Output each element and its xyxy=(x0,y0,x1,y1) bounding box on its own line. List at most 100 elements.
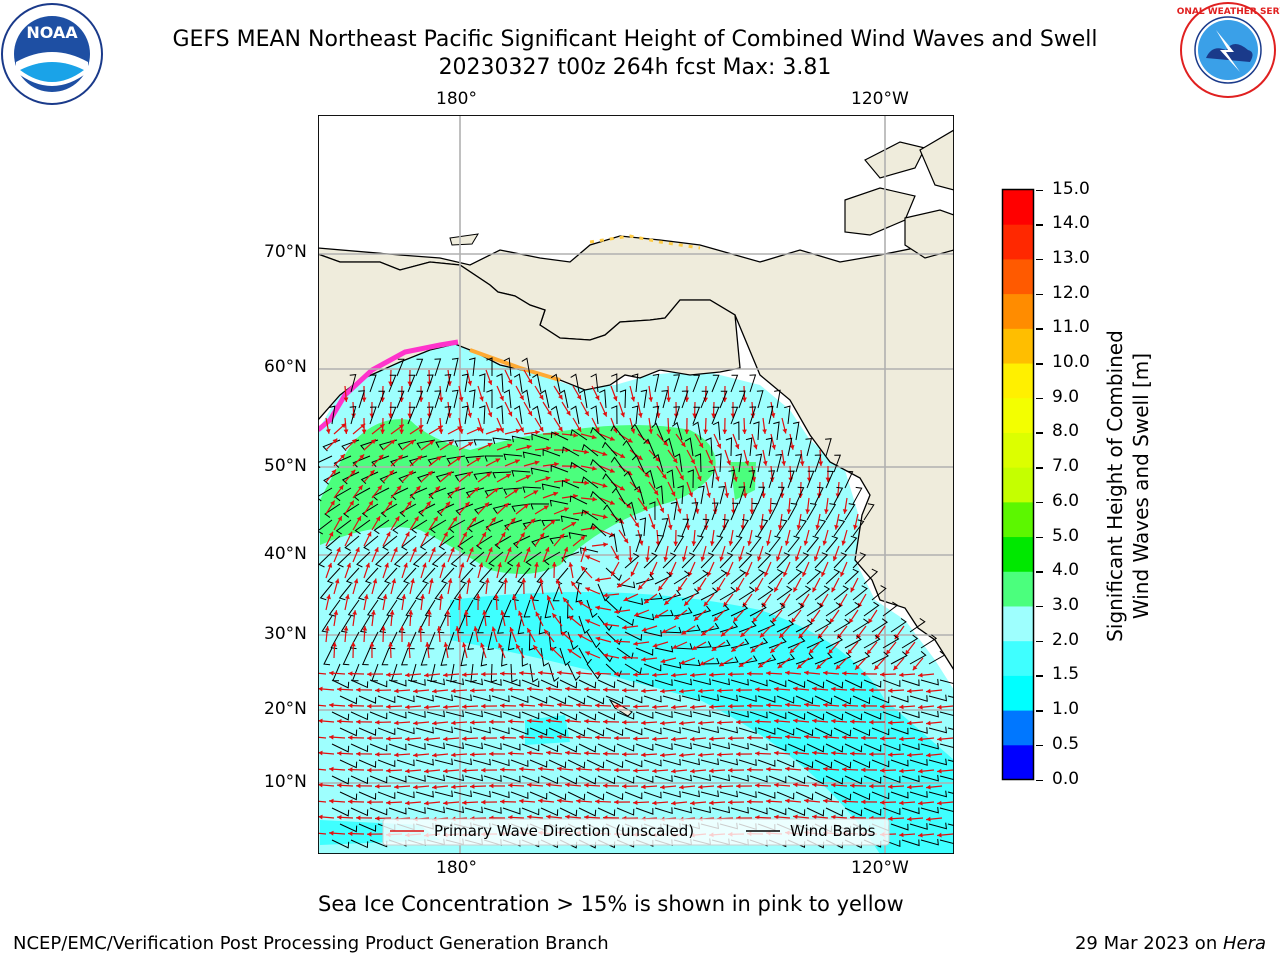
wave-arrow-head xyxy=(479,428,484,434)
wind-barb xyxy=(730,775,749,782)
wind-barb xyxy=(776,727,795,736)
wind-barb xyxy=(472,694,491,702)
colorbar-tick-label: 8.0 xyxy=(1052,421,1080,442)
wave-arrow-head xyxy=(740,632,746,637)
wave-arrow-head xyxy=(529,594,535,600)
wave-arrow-head xyxy=(433,516,438,522)
wind-barb xyxy=(491,759,510,767)
wave-arrow-head xyxy=(645,557,650,562)
wave-arrow-head xyxy=(595,703,600,708)
wind-barb xyxy=(453,726,472,734)
wind-barb xyxy=(410,519,428,534)
wind-barb xyxy=(331,807,350,817)
wind-barb xyxy=(417,615,428,634)
wind-barb xyxy=(662,661,682,669)
wave-arrow-head xyxy=(538,766,543,772)
noaa-logo-text: NOAA xyxy=(26,23,78,42)
wind-barb xyxy=(570,461,588,473)
wave-arrow-head xyxy=(375,688,380,693)
wave-arrow-head xyxy=(652,672,657,678)
wind-barb xyxy=(825,743,844,753)
wind-barb xyxy=(749,374,757,393)
wave-arrow-head xyxy=(671,800,676,806)
wave-arrow-head xyxy=(367,735,372,741)
wind-barb xyxy=(605,631,622,646)
wave-arrow-head xyxy=(418,425,424,430)
wind-barb xyxy=(700,657,720,665)
wind-barb xyxy=(939,807,954,813)
wind-barb xyxy=(814,652,833,665)
wind-barb xyxy=(344,535,360,551)
wave-arrow-head xyxy=(766,702,771,708)
wind-barb xyxy=(882,711,901,720)
wave-arrow-head xyxy=(666,429,671,434)
wind-barb xyxy=(738,486,746,505)
wind-barb xyxy=(496,405,504,425)
wave-arrow-head xyxy=(595,767,600,772)
wave-arrow-head xyxy=(584,782,589,788)
wind-barb xyxy=(540,679,559,689)
wave-arrow-head xyxy=(393,547,398,553)
wave-arrow-head xyxy=(755,687,760,692)
wave-arrow-head xyxy=(527,814,532,820)
wind-barb xyxy=(521,807,540,816)
wind-barb xyxy=(605,791,624,801)
wave-arrow-head xyxy=(318,718,323,724)
colorbar-segment xyxy=(1002,432,1034,468)
wind-barb xyxy=(377,583,390,601)
wave-arrow-head xyxy=(736,586,741,592)
wind-barb xyxy=(700,726,719,734)
wave-arrow-head xyxy=(592,496,597,502)
wave-arrow-head xyxy=(766,766,771,772)
wind-barb xyxy=(654,609,674,617)
wind-barb xyxy=(814,791,833,801)
wind-barb xyxy=(654,775,673,782)
wave-arrow-head xyxy=(866,649,872,655)
wave-arrow-head xyxy=(487,380,493,385)
wind-barb xyxy=(331,711,350,721)
wave-arrow-head xyxy=(894,634,900,640)
wave-arrow-head xyxy=(507,379,513,385)
footer-branch: NCEP/EMC/Verification Post Processing Pr… xyxy=(13,933,609,954)
wave-arrow-head xyxy=(545,476,551,481)
wave-arrow-head xyxy=(697,586,702,592)
wind-barb xyxy=(445,806,464,814)
wave-arrow-head xyxy=(510,517,516,523)
wave-arrow-head xyxy=(499,427,504,433)
wind-barb xyxy=(749,535,762,553)
wave-arrow-head xyxy=(793,587,798,593)
wave-arrow-head xyxy=(527,686,532,692)
wind-barb xyxy=(901,775,920,783)
wave-arrow-head xyxy=(661,474,667,479)
wave-arrow-head xyxy=(698,688,703,694)
wind-barb xyxy=(578,711,597,721)
wave-arrow-head xyxy=(471,517,477,522)
wave-arrow-head xyxy=(652,800,657,806)
wave-arrow-head xyxy=(348,831,353,836)
wind-barb xyxy=(768,743,787,752)
wind-barb xyxy=(548,791,567,801)
wave-arrow-head xyxy=(491,626,497,632)
wave-arrow-head xyxy=(448,441,454,446)
wind-barb xyxy=(631,405,639,425)
wind-barb xyxy=(719,586,737,601)
wind-barb xyxy=(787,807,806,816)
wave-arrow-head xyxy=(351,438,357,444)
wind-barb xyxy=(672,421,683,441)
wave-arrow-head xyxy=(350,642,356,647)
wave-arrow-head xyxy=(785,766,790,772)
wave-arrow-head xyxy=(329,734,334,740)
wave-arrow-head xyxy=(937,768,942,774)
wave-arrow-head xyxy=(508,751,513,756)
wave-arrow-head xyxy=(918,736,923,742)
wave-arrow-head xyxy=(831,814,836,820)
wind-barb xyxy=(521,775,540,784)
wind-barb xyxy=(649,501,656,521)
wave-arrow-head xyxy=(437,425,443,431)
wave-arrow-head xyxy=(762,460,768,466)
wave-arrow-head xyxy=(478,562,484,568)
wave-arrow-head xyxy=(728,799,733,805)
wave-arrow-head xyxy=(926,784,931,790)
wave-arrow-head xyxy=(612,396,618,401)
wind-barb xyxy=(719,656,739,665)
